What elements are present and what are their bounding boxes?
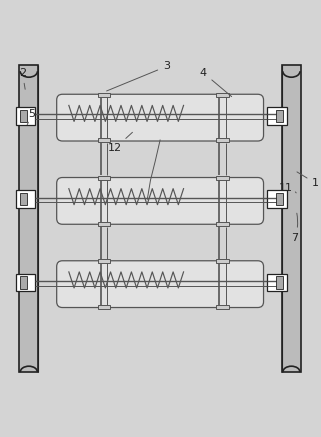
Text: 5: 5 xyxy=(27,109,36,125)
Bar xyxy=(98,305,110,309)
Bar xyxy=(276,110,283,122)
Text: 1: 1 xyxy=(297,172,319,188)
Bar xyxy=(98,93,110,97)
Bar xyxy=(16,107,35,125)
Text: 3: 3 xyxy=(107,61,170,91)
Bar xyxy=(267,107,287,125)
Bar xyxy=(20,193,27,205)
Bar xyxy=(282,65,301,372)
Text: 11: 11 xyxy=(279,183,296,193)
Bar xyxy=(98,260,110,264)
FancyBboxPatch shape xyxy=(57,94,264,141)
Bar xyxy=(276,193,283,205)
Bar xyxy=(267,191,287,208)
Bar xyxy=(20,276,27,288)
Bar xyxy=(16,274,35,291)
Bar xyxy=(216,222,229,225)
Bar xyxy=(16,191,35,208)
FancyBboxPatch shape xyxy=(57,261,264,308)
Bar xyxy=(98,176,110,180)
Bar xyxy=(98,222,110,225)
Text: 7: 7 xyxy=(291,213,299,243)
Bar xyxy=(267,274,287,291)
Bar xyxy=(216,139,229,142)
Text: 2: 2 xyxy=(19,68,26,89)
Text: 4: 4 xyxy=(200,68,232,97)
FancyBboxPatch shape xyxy=(57,177,264,224)
Bar xyxy=(216,305,229,309)
Bar xyxy=(216,260,229,264)
Bar xyxy=(216,93,229,97)
Text: 12: 12 xyxy=(108,132,133,153)
Bar xyxy=(20,110,27,122)
Bar xyxy=(216,176,229,180)
Bar xyxy=(276,276,283,288)
Bar xyxy=(19,65,39,372)
Bar xyxy=(98,139,110,142)
